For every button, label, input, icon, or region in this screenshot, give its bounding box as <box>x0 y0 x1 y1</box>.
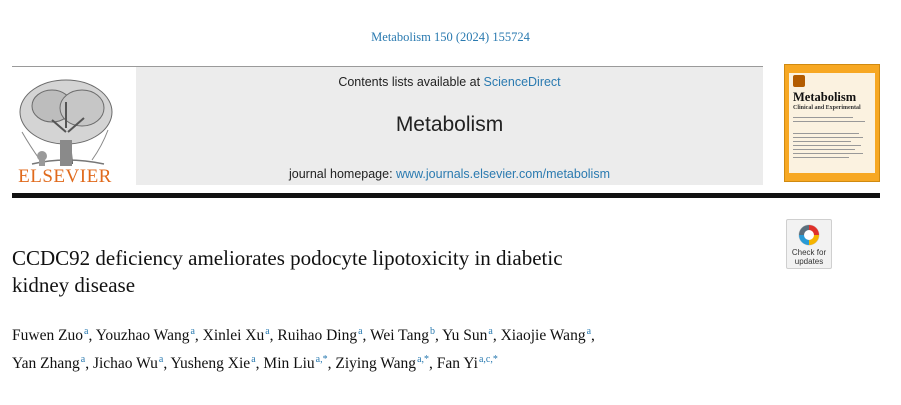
author-separator: , <box>88 327 96 344</box>
affiliation-marker[interactable]: a <box>158 354 164 365</box>
article-title-line1: CCDC92 deficiency ameliorates podocyte l… <box>12 246 563 270</box>
contents-prefix: Contents lists available at <box>338 75 484 89</box>
cover-title: Metabolism <box>793 90 857 104</box>
author-name-text: Youzhao Wang <box>95 327 190 344</box>
author-separator: , <box>85 355 93 372</box>
author-name-text: Yu Sun <box>442 327 488 344</box>
author-name[interactable]: Ziying Wanga,* <box>335 354 430 372</box>
author-name[interactable]: Youzhao Wanga <box>95 326 195 344</box>
affiliation-marker[interactable]: a <box>80 354 86 365</box>
journal-cover-thumbnail[interactable]: Metabolism Clinical and Experimental <box>784 64 880 182</box>
contents-line: Contents lists available at ScienceDirec… <box>136 75 763 89</box>
affiliation-marker[interactable]: a <box>84 326 89 337</box>
author-name-text: Yan Zhang <box>12 355 80 372</box>
affiliation-marker[interactable]: a <box>265 326 270 337</box>
cover-text-line <box>793 145 861 146</box>
author-separator: , <box>434 327 443 344</box>
cover-text-line <box>793 117 853 118</box>
author-name[interactable]: Xinlei Xua <box>202 326 270 344</box>
homepage-line: journal homepage: www.journals.elsevier.… <box>136 167 763 181</box>
cover-text-line <box>793 141 851 142</box>
header-rule-top <box>12 66 763 67</box>
cover-text-line <box>793 133 859 134</box>
author-separator: , <box>194 327 203 344</box>
header-rule-bottom <box>12 193 880 198</box>
affiliation-marker[interactable]: a <box>190 326 195 337</box>
affiliation-marker[interactable]: a,c,* <box>478 354 498 365</box>
affiliation-marker[interactable]: a <box>358 326 363 337</box>
author-name[interactable]: Xiaojie Wanga <box>500 326 592 344</box>
publisher-name: ELSEVIER <box>18 166 112 187</box>
cover-text-line <box>793 137 863 138</box>
affiliation-marker[interactable]: a,* <box>417 354 430 365</box>
author-separator: , <box>163 355 171 372</box>
check-updates-icon <box>798 224 820 246</box>
affiliation-marker[interactable]: a,* <box>315 354 328 365</box>
check-updates-line1: Check for <box>791 248 827 257</box>
affiliation-marker[interactable]: a <box>488 326 493 337</box>
author-separator: , <box>327 355 336 372</box>
homepage-link[interactable]: www.journals.elsevier.com/metabolism <box>396 167 610 181</box>
author-name-text: Min Liu <box>263 355 315 372</box>
cover-subtitle: Clinical and Experimental <box>793 105 861 111</box>
journal-citation[interactable]: Metabolism 150 (2024) 155724 <box>371 30 530 44</box>
article-title-line2: kidney disease <box>12 273 136 297</box>
journal-title: Metabolism <box>395 113 504 136</box>
author-name-text: Xinlei Xu <box>202 327 265 344</box>
article-title: CCDC92 deficiency ameliorates podocyte l… <box>12 245 712 299</box>
author-separator: , <box>362 327 371 344</box>
affiliation-marker[interactable]: a <box>586 326 592 337</box>
affiliation-marker[interactable]: a <box>251 354 256 365</box>
cover-page: Metabolism Clinical and Experimental <box>789 73 875 173</box>
author-name[interactable]: Fuwen Zuoa <box>12 326 89 344</box>
author-name-text: Ziying Wang <box>335 355 417 372</box>
cover-publisher-logo <box>793 75 805 87</box>
homepage-prefix: journal homepage: <box>289 167 397 181</box>
sciencedirect-link[interactable]: ScienceDirect <box>483 75 561 89</box>
cover-text-line <box>793 121 865 122</box>
author-name-text: Xiaojie Wang <box>500 327 586 344</box>
author-name-text: Yusheng Xie <box>170 355 251 372</box>
check-updates-label: Check for updates <box>787 248 831 266</box>
author-name-text: Wei Tang <box>370 327 429 344</box>
author-list: Fuwen Zuoa, Youzhao Wanga, Xinlei Xua, R… <box>12 320 792 376</box>
author-name[interactable]: Jichao Wua <box>92 354 164 372</box>
affiliation-marker[interactable]: b <box>429 326 435 337</box>
author-name[interactable]: Fan Yia,c,* <box>436 354 498 372</box>
author-name[interactable]: Min Liua,* <box>263 354 328 372</box>
check-updates-line2: updates <box>794 257 824 266</box>
journal-masthead: Contents lists available at ScienceDirec… <box>136 67 763 185</box>
elsevier-tree-logo <box>19 79 113 166</box>
author-name-text: Fuwen Zuo <box>12 327 84 344</box>
author-separator: , <box>492 327 501 344</box>
author-name[interactable]: Wei Tangb <box>370 326 435 344</box>
author-name-text: Fan Yi <box>436 355 478 372</box>
author-name[interactable]: Yusheng Xiea <box>170 354 256 372</box>
author-name-text: Jichao Wu <box>92 355 158 372</box>
cover-text-line <box>793 149 855 150</box>
author-name[interactable]: Yu Suna <box>442 326 493 344</box>
author-name[interactable]: Yan Zhanga <box>12 354 86 372</box>
author-separator: , <box>269 327 278 344</box>
cover-text-line <box>793 157 849 158</box>
cover-text-line <box>793 153 863 154</box>
author-name-text: Ruihao Ding <box>277 327 358 344</box>
check-for-updates-button[interactable]: Check for updates <box>786 219 832 269</box>
author-name[interactable]: Ruihao Dinga <box>277 326 363 344</box>
author-separator: , <box>429 355 437 372</box>
author-separator: , <box>255 355 264 372</box>
author-separator: , <box>591 327 595 344</box>
